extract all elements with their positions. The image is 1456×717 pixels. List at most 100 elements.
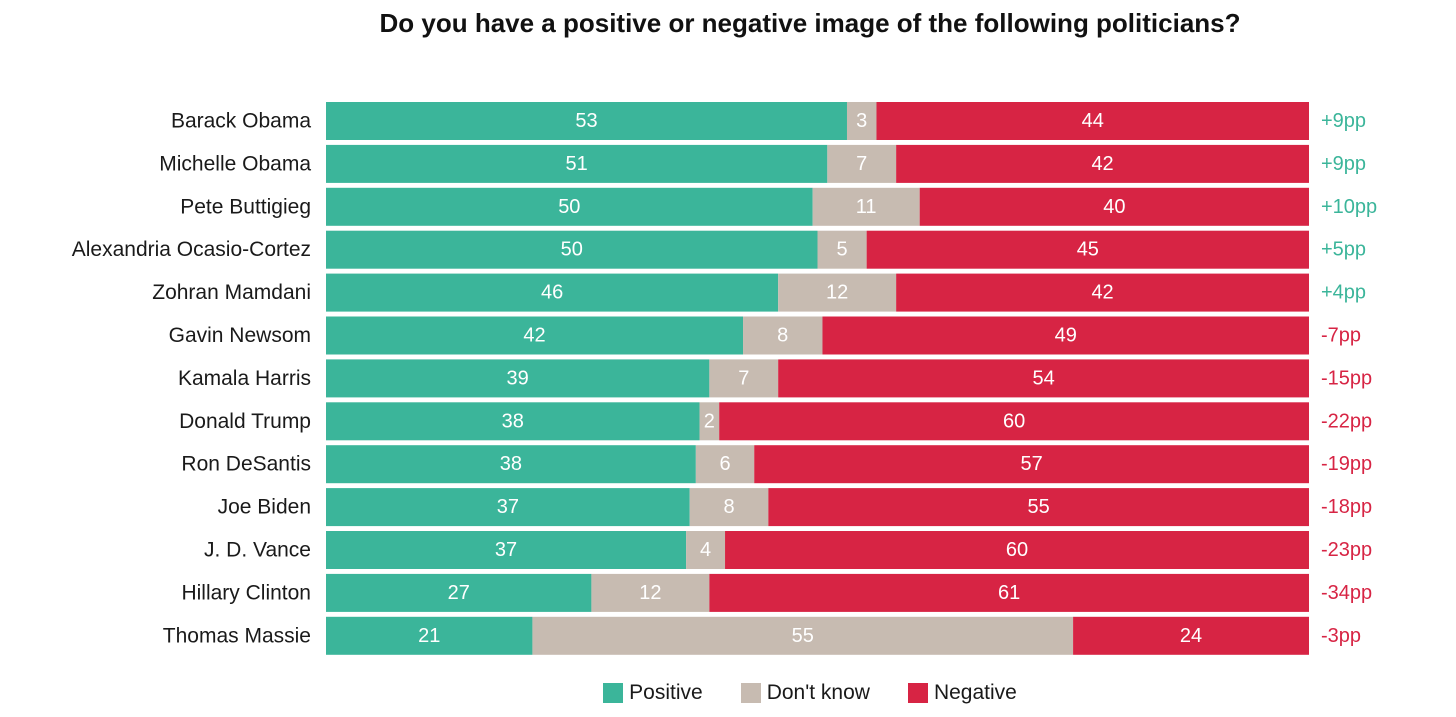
data-label-positive-michelle-obama: 51 — [566, 153, 588, 175]
net-label-zohran-mamdani: +4pp — [1321, 282, 1366, 304]
data-label-negative-barack-obama: 44 — [1082, 110, 1104, 132]
row-label-kamala-harris: Kamala Harris — [178, 367, 311, 390]
data-label-dont-know-hillary-clinton: 12 — [639, 582, 661, 604]
bar-negative-barack-obama — [876, 102, 1309, 140]
bar-dont-know-gavin-newsom — [743, 316, 823, 355]
legend-swatch-positive — [603, 683, 624, 703]
bar-row-ron-desantis: Ron DeSantis 38 6 57 -19pp — [181, 445, 1372, 484]
data-label-negative-joe-biden: 55 — [1028, 496, 1050, 518]
bar-negative-michelle-obama — [896, 144, 1309, 183]
net-label-gavin-newsom: -7pp — [1321, 325, 1361, 347]
row-label-j-d-vance: J. D. Vance — [204, 539, 311, 562]
bar-row-kamala-harris: Kamala Harris 39 7 54 -15pp — [178, 359, 1372, 398]
bar-positive-hillary-clinton — [326, 573, 592, 612]
data-label-negative-alexandria-ocasio-cortez: 45 — [1077, 239, 1099, 261]
bar-negative-donald-trump — [719, 402, 1309, 441]
net-label-joe-biden: -18pp — [1321, 496, 1372, 518]
bar-negative-hillary-clinton — [709, 573, 1309, 612]
data-label-negative-ron-desantis: 57 — [1020, 453, 1042, 475]
data-label-negative-donald-trump: 60 — [1003, 410, 1025, 432]
legend-swatch-negative — [907, 683, 928, 703]
bar-row-alexandria-ocasio-cortez: Alexandria Ocasio-Cortez 50 5 45 +5pp — [72, 230, 1366, 269]
bar-row-pete-buttigieg: Pete Buttigieg 50 11 40 +10pp — [180, 187, 1377, 226]
row-label-alexandria-ocasio-cortez: Alexandria Ocasio-Cortez — [72, 238, 311, 261]
bar-positive-barack-obama — [326, 102, 847, 140]
bar-positive-ron-desantis — [326, 445, 696, 484]
data-label-negative-hillary-clinton: 61 — [998, 582, 1020, 604]
data-label-positive-ron-desantis: 38 — [500, 453, 522, 475]
bar-negative-thomas-massie — [1073, 616, 1309, 655]
bar-dont-know-j-d-vance — [686, 531, 726, 569]
net-label-donald-trump: -22pp — [1321, 410, 1372, 432]
bar-negative-ron-desantis — [754, 445, 1309, 484]
bar-positive-pete-buttigieg — [326, 187, 813, 226]
chart-legend: Positive Don't know Negative — [0, 681, 1456, 705]
bar-positive-zohran-mamdani — [326, 273, 779, 312]
bar-dont-know-alexandria-ocasio-cortez — [817, 230, 867, 269]
net-label-pete-buttigieg: +10pp — [1321, 196, 1377, 218]
bar-row-joe-biden: Joe Biden 37 8 55 -18pp — [218, 488, 1372, 527]
legend-label-dont-know: Don't know — [766, 681, 870, 704]
row-label-ron-desantis: Ron DeSantis — [181, 453, 311, 476]
bar-positive-gavin-newsom — [326, 316, 744, 355]
data-label-negative-zohran-mamdani: 42 — [1091, 282, 1113, 304]
data-label-positive-zohran-mamdani: 46 — [541, 282, 563, 304]
bar-row-hillary-clinton: Hillary Clinton 27 12 61 -34pp — [181, 573, 1372, 612]
row-label-donald-trump: Donald Trump — [179, 410, 311, 433]
net-label-thomas-massie: -3pp — [1321, 625, 1361, 647]
data-label-positive-gavin-newsom: 42 — [523, 325, 545, 347]
data-label-dont-know-zohran-mamdani: 12 — [826, 282, 848, 304]
data-label-positive-thomas-massie: 21 — [418, 625, 440, 647]
bar-positive-thomas-massie — [326, 616, 533, 655]
bar-positive-j-d-vance — [326, 531, 687, 569]
net-label-kamala-harris: -15pp — [1321, 367, 1372, 389]
bar-row-donald-trump: Donald Trump 38 2 60 -22pp — [179, 402, 1372, 441]
data-label-positive-kamala-harris: 39 — [507, 367, 529, 389]
bar-row-j-d-vance: J. D. Vance 37 4 60 -23pp — [204, 531, 1372, 569]
data-label-negative-pete-buttigieg: 40 — [1103, 196, 1125, 218]
bar-dont-know-joe-biden — [689, 488, 769, 527]
data-label-positive-pete-buttigieg: 50 — [558, 196, 580, 218]
data-label-negative-j-d-vance: 60 — [1006, 539, 1028, 561]
bar-negative-gavin-newsom — [822, 316, 1309, 355]
bar-positive-michelle-obama — [326, 144, 828, 183]
data-label-negative-thomas-massie: 24 — [1180, 625, 1202, 647]
bar-negative-zohran-mamdani — [896, 273, 1309, 312]
row-label-joe-biden: Joe Biden — [218, 496, 311, 519]
row-label-hillary-clinton: Hillary Clinton — [181, 581, 311, 604]
bar-dont-know-barack-obama — [846, 102, 877, 140]
data-label-positive-hillary-clinton: 27 — [448, 582, 470, 604]
bar-positive-kamala-harris — [326, 359, 710, 398]
bar-negative-j-d-vance — [725, 531, 1309, 569]
bar-negative-joe-biden — [768, 488, 1309, 527]
bar-row-thomas-massie: Thomas Massie 21 55 24 -3pp — [163, 616, 1361, 655]
data-label-negative-michelle-obama: 42 — [1091, 153, 1113, 175]
data-label-negative-gavin-newsom: 49 — [1055, 325, 1077, 347]
data-label-dont-know-michelle-obama: 7 — [856, 153, 867, 175]
data-label-dont-know-j-d-vance: 4 — [700, 539, 711, 561]
legend-label-positive: Positive — [629, 681, 703, 704]
bar-dont-know-zohran-mamdani — [778, 273, 897, 312]
legend-label-negative: Negative — [933, 681, 1017, 704]
bar-negative-alexandria-ocasio-cortez — [866, 230, 1309, 269]
data-label-dont-know-kamala-harris: 7 — [738, 367, 749, 389]
row-label-zohran-mamdani: Zohran Mamdani — [152, 281, 311, 304]
data-label-positive-alexandria-ocasio-cortez: 50 — [561, 239, 583, 261]
bar-positive-joe-biden — [326, 488, 690, 527]
net-label-barack-obama: +9pp — [1321, 110, 1366, 132]
legend-item-positive: Positive — [603, 681, 703, 705]
row-label-michelle-obama: Michelle Obama — [159, 152, 311, 175]
data-label-dont-know-barack-obama: 3 — [856, 110, 867, 132]
data-label-dont-know-thomas-massie: 55 — [792, 625, 814, 647]
bar-dont-know-hillary-clinton — [591, 573, 710, 612]
bar-dont-know-michelle-obama — [827, 144, 897, 183]
bar-dont-know-ron-desantis — [695, 445, 755, 484]
data-label-dont-know-ron-desantis: 6 — [719, 453, 730, 475]
bar-positive-alexandria-ocasio-cortez — [326, 230, 818, 269]
data-label-dont-know-pete-buttigieg: 11 — [856, 196, 877, 218]
net-label-ron-desantis: -19pp — [1321, 453, 1372, 475]
bar-dont-know-kamala-harris — [709, 359, 779, 398]
data-label-negative-kamala-harris: 54 — [1032, 367, 1054, 389]
legend-swatch-dont-know — [740, 683, 761, 703]
